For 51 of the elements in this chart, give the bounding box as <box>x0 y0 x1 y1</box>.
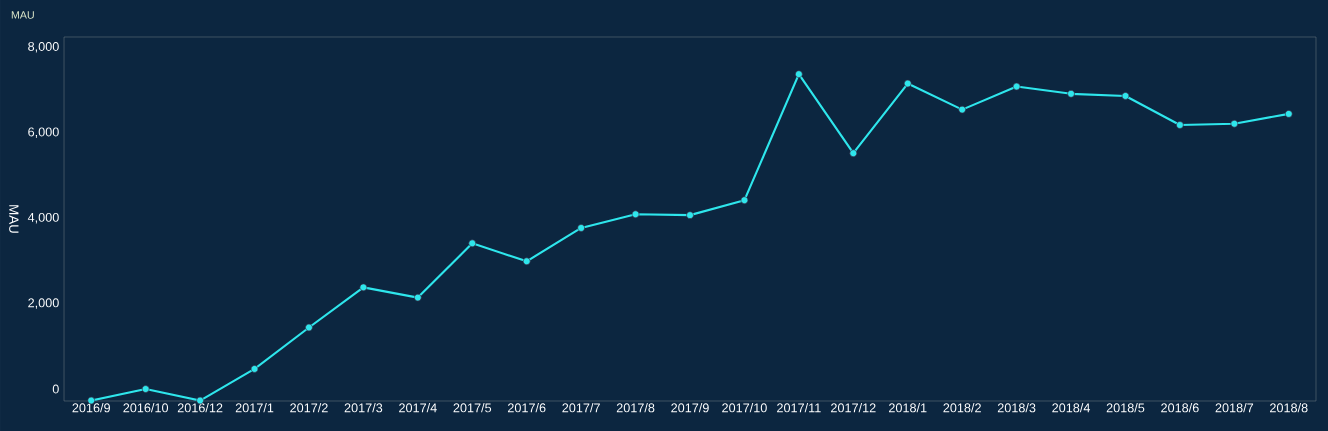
x-tick-label: 2017/4 <box>399 403 437 413</box>
point <box>1176 121 1184 129</box>
point <box>1121 92 1130 100</box>
x-tick-label: 2017/5 <box>453 403 492 413</box>
x-tick-label: 2016/9 <box>72 403 110 413</box>
x-tick-label: 2018/3 <box>997 403 1036 413</box>
x-tick-label: 2017/1 <box>235 403 274 413</box>
x-tick-label: 2018/7 <box>1215 403 1254 413</box>
point <box>740 196 749 204</box>
y-tick-label: 0 <box>52 384 59 394</box>
x-tick-label: 2018/6 <box>1161 403 1199 413</box>
x-tick-label: 2018/5 <box>1106 403 1145 413</box>
x-tick-label: 2016/12 <box>177 403 223 413</box>
x-tick-label: 2018/8 <box>1270 403 1308 413</box>
x-tick-label: 2017/11 <box>777 403 821 413</box>
point <box>958 105 966 114</box>
point <box>522 257 531 266</box>
point <box>577 224 585 232</box>
x-tick-label: 2018/1 <box>889 403 927 413</box>
x-tick-label: 2017/6 <box>507 403 546 413</box>
x-tick-label: 2017/12 <box>831 403 876 413</box>
point <box>631 210 640 219</box>
point <box>414 293 422 302</box>
y-tick-label: 4,000 <box>27 212 59 224</box>
point <box>468 239 477 248</box>
point <box>250 365 259 373</box>
x-tick-label: 2017/2 <box>290 403 328 413</box>
y-tick-label: 6,000 <box>28 127 59 138</box>
x-tick-label: 2018/2 <box>943 403 981 413</box>
x-tick-label: 2017/7 <box>562 403 600 413</box>
point <box>1284 110 1293 118</box>
point <box>795 70 803 78</box>
point <box>1230 119 1239 128</box>
point <box>1067 90 1075 98</box>
point <box>141 385 150 393</box>
point <box>359 283 368 292</box>
x-tick-label: 2017/8 <box>616 403 655 413</box>
x-tick-label: 2017/3 <box>344 403 383 413</box>
point <box>903 79 912 88</box>
point <box>849 149 858 157</box>
x-tick-label: 2017/10 <box>722 403 767 413</box>
point <box>686 211 694 219</box>
y-tick-label: 2,000 <box>28 298 59 309</box>
x-tick-label: 2017/9 <box>671 403 709 413</box>
point <box>1012 82 1021 91</box>
x-tick-label: 2018/4 <box>1052 403 1091 413</box>
y-tick-label: 8,000 <box>28 42 59 53</box>
point <box>305 323 313 332</box>
y-axis-title: MAU <box>9 205 19 233</box>
chart-title: MAU <box>11 11 34 19</box>
x-tick-label: 2016/10 <box>123 403 169 413</box>
